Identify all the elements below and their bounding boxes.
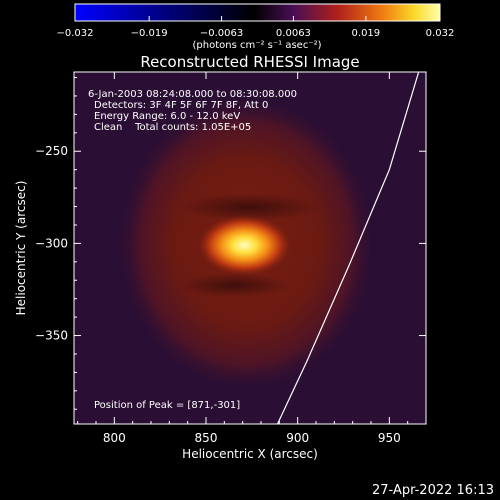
- x-tick-label: 950: [378, 431, 401, 445]
- y-axis-label: Heliocentric Y (arcsec): [14, 181, 28, 316]
- annotation-clean-counts: Clean Total counts: 1.05E+05: [94, 122, 251, 133]
- annotation-time-range: 6-Jan-2003 08:24:08.000 to 08:30:08.000: [88, 89, 297, 100]
- y-tick-label: −250: [35, 144, 68, 158]
- chart-title: Reconstructed RHESSI Image: [140, 53, 359, 71]
- peak-source: [198, 215, 291, 276]
- y-tick-label: −350: [35, 329, 68, 343]
- timestamp: 27-Apr-2022 16:13: [372, 483, 494, 498]
- x-tick-label: 900: [286, 431, 309, 445]
- colorbar-tick-label: 0.032: [426, 28, 455, 39]
- plot-frame: [73, 71, 427, 425]
- dark-band-upper: [179, 193, 320, 222]
- plot-area: 800 850 900 950 −250 −300 −350 6-Jan-2003 08:2…: [35, 71, 427, 445]
- colorbar: −0.032 −0.019 −0.0063 0.0063 0.019 0.032 (pho…: [56, 3, 455, 51]
- x-tick-label: 800: [103, 431, 126, 445]
- annotation-energy-range: Energy Range: 6.0 - 12.0 keV: [94, 111, 240, 122]
- colorbar-tick-label: −0.0063: [200, 28, 243, 39]
- annotation-detectors: Detectors: 3F 4F 5F 6F 7F 8F, Att 0: [94, 100, 268, 111]
- colorbar-tick-label: 0.019: [352, 28, 381, 39]
- x-axis-label: Heliocentric X (arcsec): [182, 447, 318, 461]
- colorbar-tick-label: −0.019: [131, 28, 168, 39]
- colorbar-gradient: [74, 3, 441, 22]
- annotation-peak-position: Position of Peak = [871,-301]: [94, 400, 240, 411]
- colorbar-tick-label: −0.032: [56, 28, 93, 39]
- solar-limb-curve: [276, 72, 420, 424]
- colorbar-tick-label: 0.0063: [276, 28, 311, 39]
- colorbar-unit: (photons cm⁻² s⁻¹ asec⁻²): [192, 40, 321, 51]
- y-tick-label: −300: [35, 236, 68, 250]
- dark-band-lower: [179, 273, 290, 298]
- x-tick-label: 850: [195, 431, 218, 445]
